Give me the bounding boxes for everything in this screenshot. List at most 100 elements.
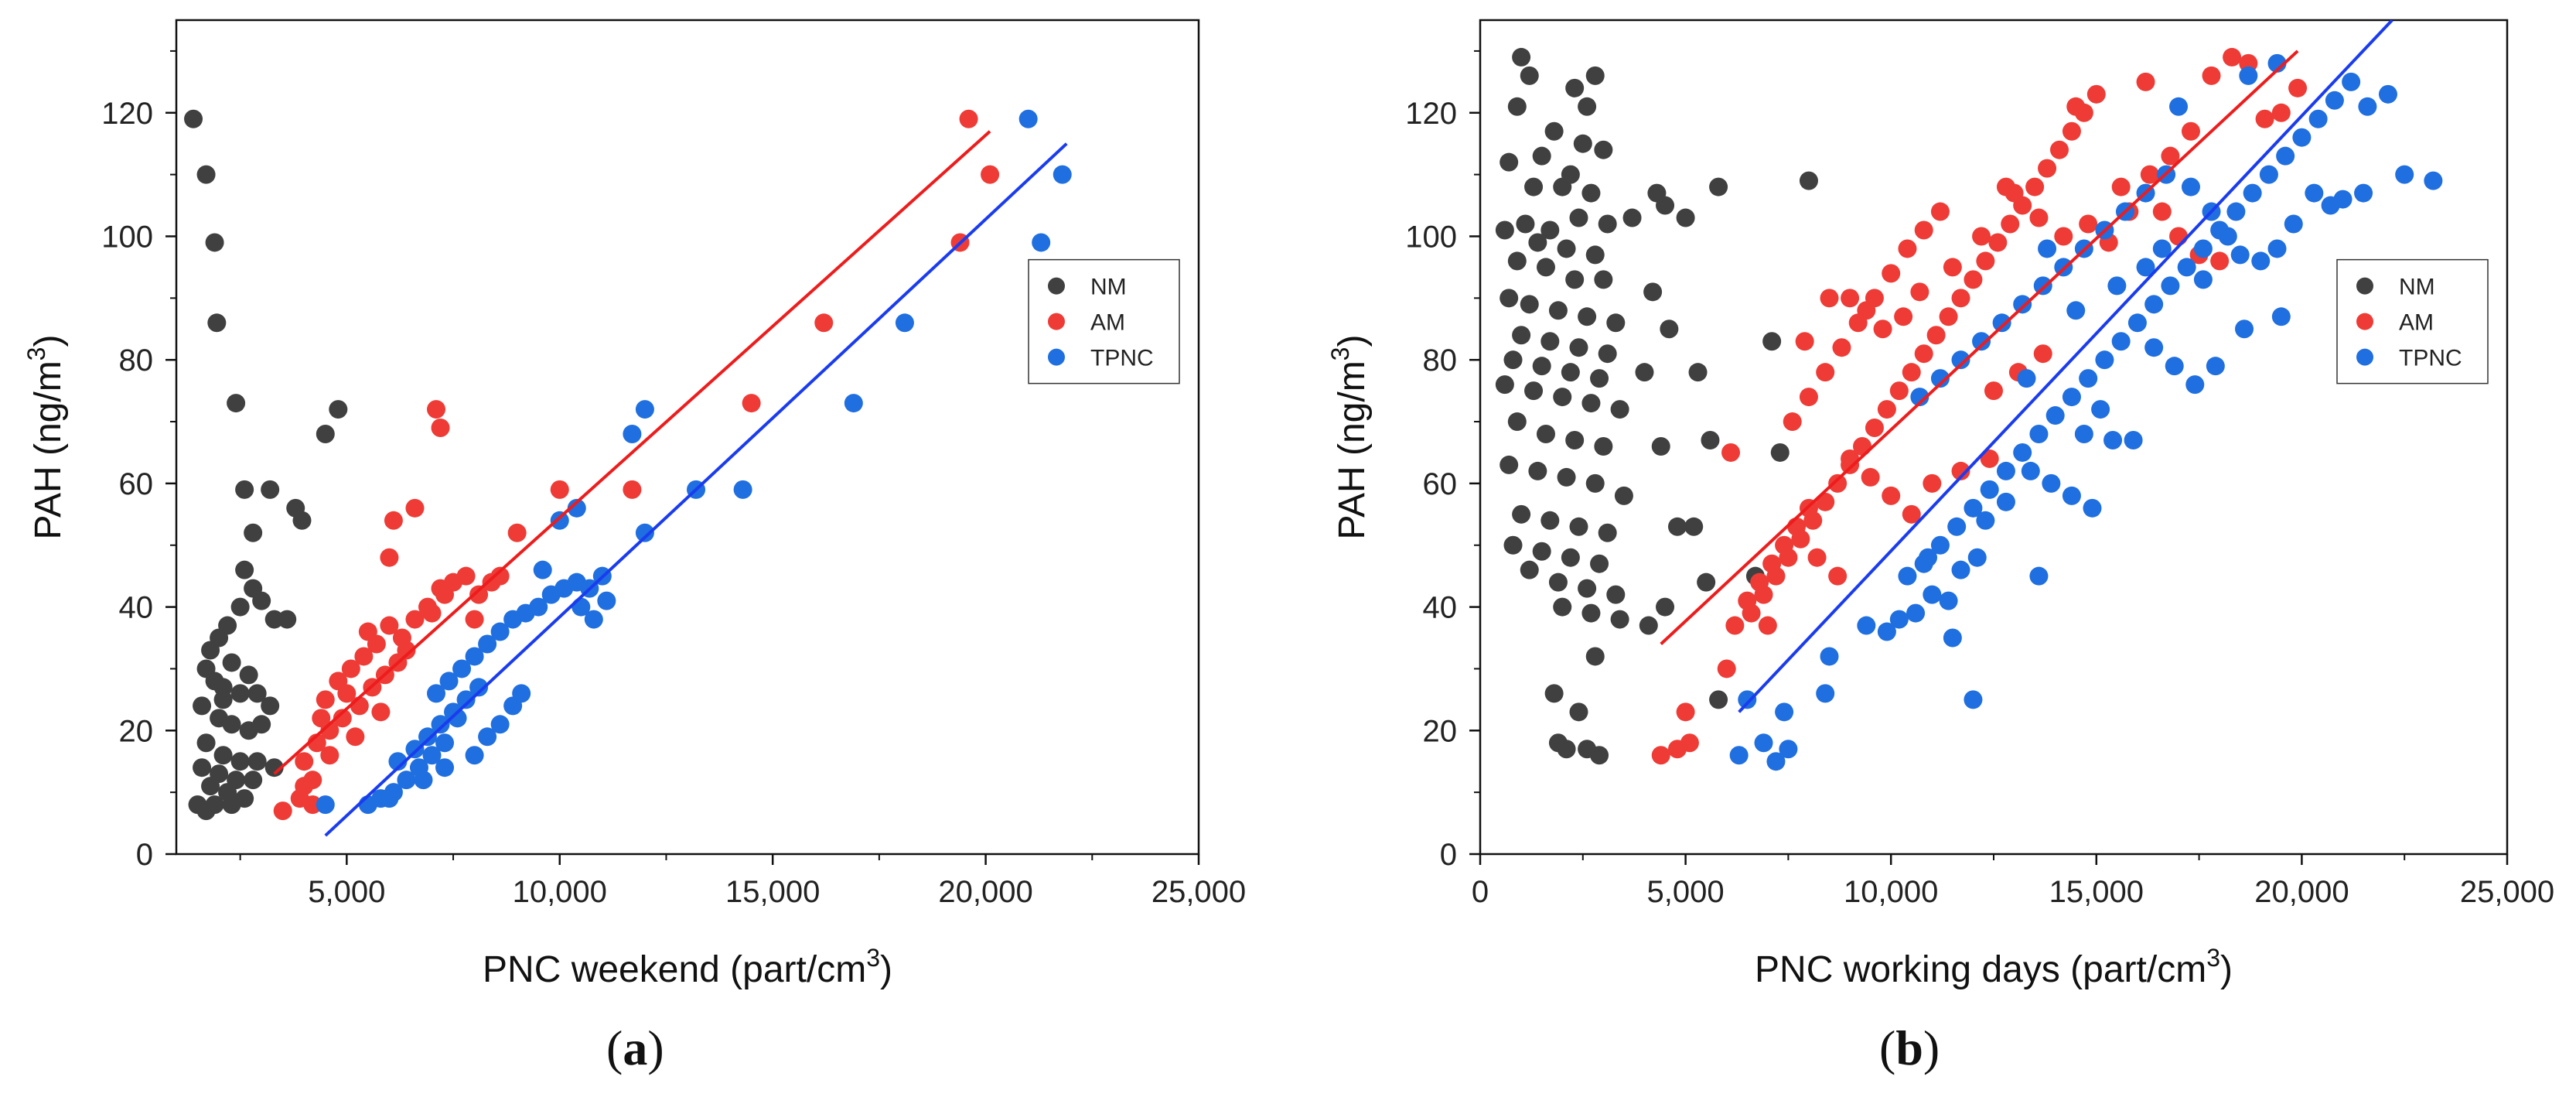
data-point-am [427,400,446,419]
data-point-nm [1643,282,1663,302]
data-point-tpnc [1816,684,1835,703]
data-point-tpnc [2267,53,2287,73]
data-point-tpnc [456,690,476,709]
data-point-am [2086,84,2106,104]
data-point-nm [1503,350,1523,370]
chart-panel-a: 5,000 10,000 15,000 20,000 25,000 0 20 40 60 80 10… [22,19,1246,1075]
data-point-tpnc [733,480,752,499]
data-point-nm [1606,585,1626,604]
data-point-tpnc [1820,647,1839,666]
x-tick-label: 5,000 [1647,875,1725,909]
data-point-am [2210,251,2230,271]
data-point-tpnc [2424,171,2443,190]
data-point-am [1841,449,1860,468]
data-point-tpnc [2206,357,2225,376]
data-point-nm [1565,430,1585,449]
data-point-am [2202,66,2221,85]
data-point-tpnc [2144,338,2164,357]
data-point-nm [1684,517,1704,536]
x-axis-title: PNC working days (part/cm3) [1755,944,2233,990]
data-point-tpnc [2083,498,2102,518]
data-point-am [1841,289,1860,308]
data-point-nm [196,733,216,753]
data-point-nm [196,801,216,821]
data-point-tpnc [1053,165,1072,184]
data-point-tpnc [1939,591,1958,610]
data-point-nm [207,313,227,333]
data-point-am [1902,504,1921,524]
data-point-am [1914,344,1933,364]
data-point-nm [1553,597,1572,617]
data-point-nm [1676,208,1695,227]
data-point-tpnc [1930,369,1950,388]
x-tick-label: 10,000 [1844,875,1938,909]
data-point-nm [329,400,348,419]
data-point-am [1754,585,1773,604]
data-point-nm [1536,258,1555,277]
y-tick-label: 40 [119,591,154,625]
data-point-nm [264,758,284,777]
data-point-nm [184,109,203,128]
data-point-tpnc [2354,183,2373,203]
data-point-am [2136,72,2155,91]
data-point-nm [1565,78,1585,97]
data-point-nm [1635,363,1654,382]
data-point-nm [1553,177,1572,197]
data-point-am [1910,282,1929,302]
data-point-nm [1688,363,1708,382]
legend-marker-am [1048,313,1065,330]
data-point-am [1742,603,1761,623]
data-point-tpnc [469,678,489,697]
data-point-tpnc [2029,566,2049,586]
data-point-nm [1590,369,1609,388]
data-point-tpnc [465,647,484,666]
data-point-am [1882,264,1901,283]
data-point-am [1795,332,1814,351]
data-point-tpnc [635,523,654,542]
data-point-am [2029,208,2049,227]
data-point-tpnc [567,498,586,518]
data-point-am [295,752,314,771]
data-point-am [2140,165,2159,184]
data-point-nm [244,523,263,542]
data-point-tpnc [1923,585,1942,604]
data-point-tpnc [490,622,510,641]
data-point-nm [1540,332,1560,351]
data-point-nm [1581,603,1601,623]
data-point-nm [222,715,241,734]
data-point-nm [1557,467,1576,487]
data-point-nm [1507,412,1527,432]
data-point-nm [1565,270,1585,289]
points-layer [184,109,1072,837]
data-point-am [405,610,425,629]
data-point-tpnc [2218,227,2237,246]
data-point-tpnc [2079,369,2098,388]
data-point-tpnc [380,789,399,808]
data-point-nm [1594,436,1613,456]
data-point-nm [1578,307,1597,326]
data-point-am [1964,270,1983,289]
legend-label-tpnc: TPNC [2399,346,2462,371]
data-point-tpnc [2033,276,2052,296]
data-point-tpnc [2161,276,2180,296]
data-point-nm [1610,400,1629,419]
data-point-am [2255,109,2274,128]
data-point-nm [1581,183,1601,203]
data-point-nm [1561,548,1580,567]
data-point-tpnc [405,740,425,759]
data-point-tpnc [1972,332,1991,351]
data-point-nm [1594,140,1613,159]
data-point-tpnc [1951,560,1970,579]
data-point-tpnc [1967,548,1987,567]
data-point-nm [264,610,284,629]
data-point-am [2001,214,2020,234]
data-point-am [1914,220,1933,240]
data-point-tpnc [2226,202,2246,221]
data-point-tpnc [2124,430,2143,449]
data-point-tpnc [844,394,863,413]
data-point-am [1779,548,1798,567]
data-point-nm [1528,461,1547,480]
data-point-tpnc [2066,301,2086,320]
data-point-tpnc [1877,622,1896,641]
data-point-tpnc [2136,258,2155,277]
